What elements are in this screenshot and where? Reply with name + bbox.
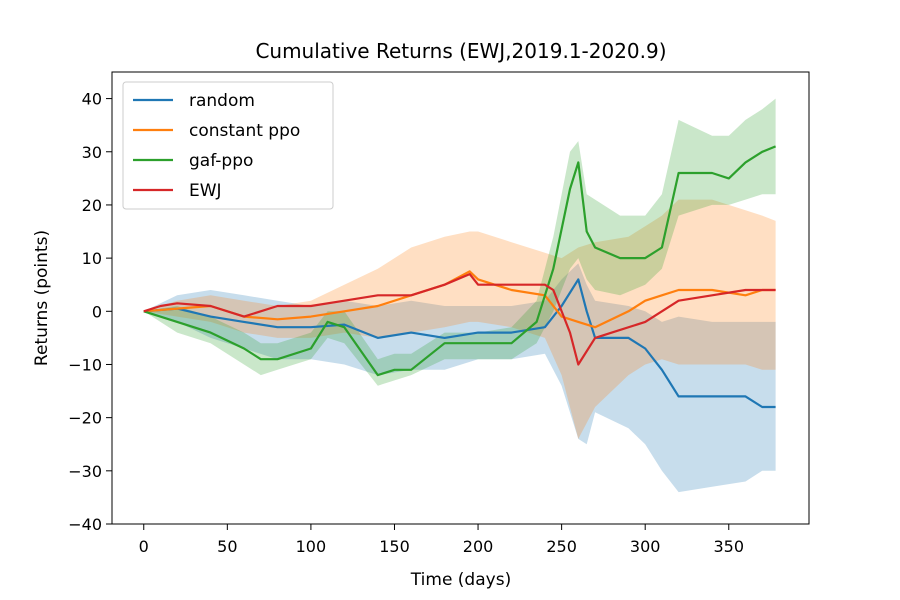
legend-label: random [189, 91, 255, 111]
line-gaf-ppo [143, 145, 777, 377]
confidence-bands [143, 98, 776, 493]
x-axis: 0 50 100 150 200 250 300 350 [139, 524, 744, 556]
y-tick-label: −40 [68, 515, 102, 534]
chart-title: Cumulative Returns (EWJ,2019.1-2020.9) [255, 39, 666, 63]
legend: random constant ppo gaf-ppo EWJ [122, 81, 334, 210]
y-axis-label: Returns (points) [32, 230, 52, 366]
x-tick-label: 350 [713, 537, 744, 556]
series-lines [143, 145, 777, 409]
legend-label: EWJ [189, 181, 222, 201]
x-axis-label: Time (days) [410, 570, 511, 590]
band-constant-ppo [143, 199, 776, 439]
y-tick-label: 10 [82, 249, 102, 268]
y-tick-label: −30 [68, 462, 102, 481]
line-random [143, 278, 776, 409]
x-tick-label: 100 [296, 537, 327, 556]
x-tick-label: 150 [379, 537, 410, 556]
x-tick-label: 250 [546, 537, 577, 556]
y-tick-label: −20 [68, 409, 102, 428]
legend-label: constant ppo [189, 121, 300, 141]
y-tick-label: −10 [68, 355, 102, 374]
y-tick-label: 20 [82, 196, 102, 215]
legend-label: gaf-ppo [189, 151, 253, 171]
x-tick-label: 200 [463, 537, 494, 556]
band-gaf-ppo [143, 98, 776, 386]
x-tick-label: 300 [630, 537, 661, 556]
x-tick-label: 50 [217, 537, 237, 556]
x-tick-label: 0 [139, 537, 149, 556]
plot-frame [111, 71, 810, 525]
line-ewj [143, 273, 776, 366]
line-constant-ppo [143, 270, 776, 329]
y-tick-label: 0 [92, 302, 102, 321]
legend-box [122, 81, 334, 210]
y-axis: −40 −30 −20 −10 0 10 20 30 40 [68, 90, 112, 534]
y-tick-label: 30 [82, 143, 102, 162]
y-tick-label: 40 [82, 90, 102, 109]
band-random [143, 263, 776, 493]
